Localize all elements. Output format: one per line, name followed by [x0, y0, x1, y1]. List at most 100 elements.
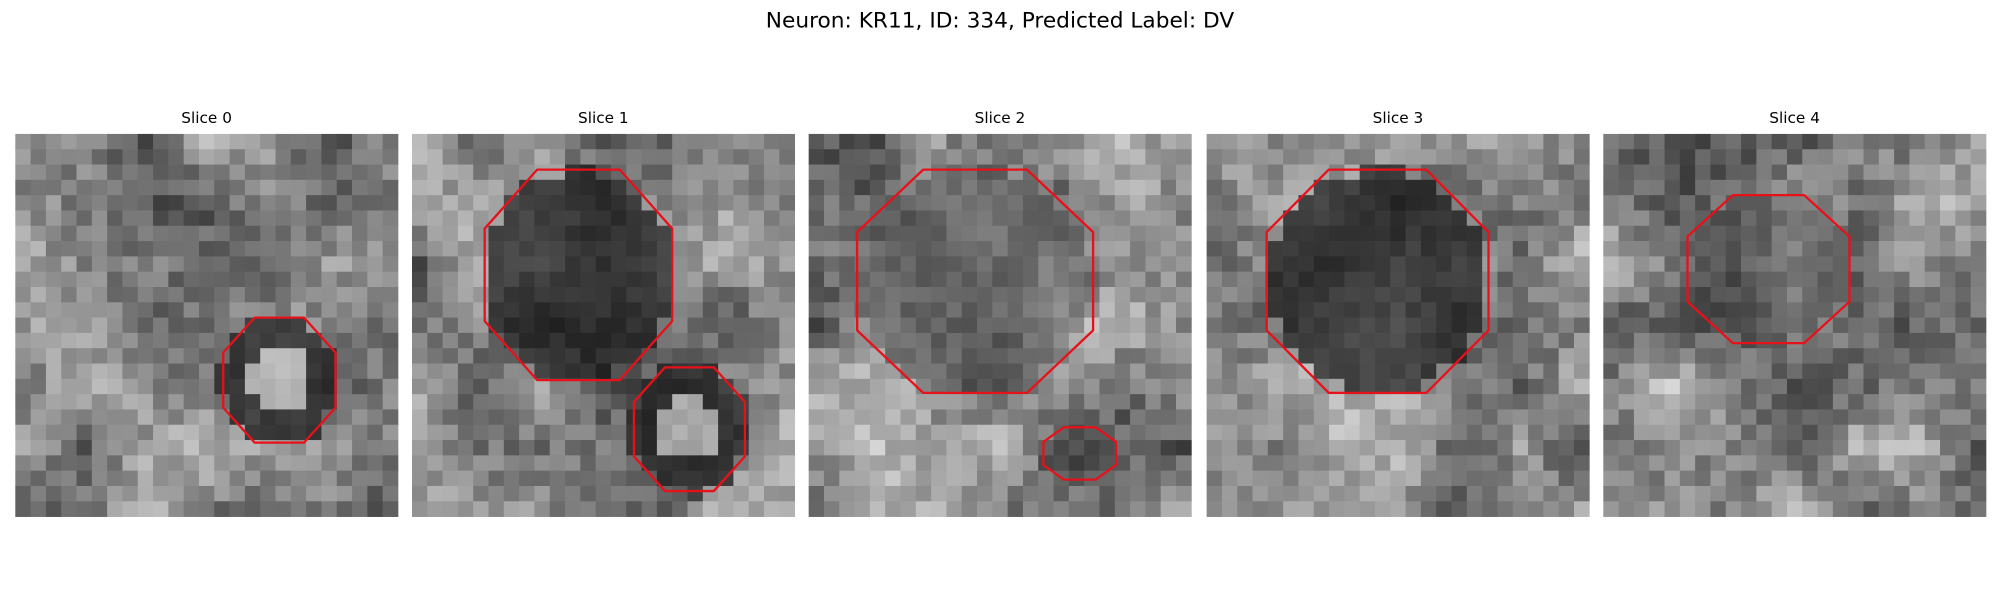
pixel — [473, 133, 489, 150]
pixel — [1038, 195, 1054, 211]
pixel — [885, 424, 901, 441]
pixel — [306, 470, 322, 487]
pixel — [1664, 317, 1681, 334]
pixel — [122, 149, 139, 165]
pixel — [1909, 302, 1926, 318]
pixel — [1298, 348, 1315, 364]
pixel — [1252, 317, 1269, 334]
pixel — [1206, 424, 1223, 441]
pixel — [1528, 271, 1544, 288]
pixel — [198, 424, 215, 441]
pixel — [748, 149, 765, 165]
pixel — [1374, 485, 1391, 502]
pixel — [442, 501, 459, 517]
pixel — [823, 210, 840, 227]
pixel — [1221, 286, 1238, 303]
pixel — [367, 195, 384, 211]
pixel — [1528, 348, 1544, 364]
pixel — [1573, 485, 1590, 502]
pixel — [519, 164, 535, 181]
pixel — [580, 363, 597, 380]
pixel — [122, 241, 139, 257]
pixel — [1664, 256, 1681, 273]
pixel — [183, 378, 200, 395]
pixel — [610, 485, 627, 502]
pixel — [244, 424, 261, 441]
pixel — [1267, 179, 1284, 196]
pixel — [1390, 179, 1406, 196]
pixel — [1878, 149, 1895, 165]
pixel — [1114, 133, 1131, 150]
pixel — [672, 485, 688, 502]
pixel — [411, 485, 428, 502]
pixel — [1618, 317, 1635, 334]
pixel — [1160, 348, 1177, 364]
pixel — [229, 271, 246, 288]
pixel — [427, 363, 443, 380]
pixel — [1176, 302, 1192, 318]
pixel — [1802, 149, 1818, 165]
pixel — [61, 455, 77, 472]
pixel — [1451, 179, 1468, 196]
pixel — [519, 378, 535, 395]
pixel — [1771, 225, 1788, 242]
pixel — [900, 363, 917, 380]
pixel — [1329, 440, 1345, 456]
pixel — [977, 302, 993, 318]
pixel — [1237, 286, 1253, 303]
pixel — [1436, 409, 1452, 426]
pixel — [656, 485, 673, 502]
pixel — [1771, 348, 1788, 364]
pixel — [336, 348, 353, 364]
pixel — [565, 149, 581, 165]
pixel — [1221, 133, 1238, 150]
pixel — [30, 210, 47, 227]
pixel — [137, 133, 154, 150]
pixel — [992, 210, 1009, 227]
pixel — [1940, 179, 1956, 196]
pixel — [534, 195, 551, 211]
pixel — [1451, 424, 1468, 441]
pixel — [244, 195, 261, 211]
pixel — [779, 470, 796, 487]
pixel — [1695, 440, 1711, 456]
pixel — [1145, 210, 1162, 227]
pixel — [1176, 317, 1192, 334]
pixel — [1313, 241, 1330, 257]
pixel — [122, 210, 139, 227]
pixel — [503, 501, 520, 517]
pixel — [1221, 378, 1238, 395]
pixel — [1679, 424, 1696, 441]
pixel — [1940, 440, 1956, 456]
pixel — [931, 225, 947, 242]
slice-title: Slice 4 — [1769, 109, 1820, 127]
pixel — [977, 470, 993, 487]
pixel — [1558, 332, 1575, 349]
pixel — [336, 485, 353, 502]
pixel — [1068, 195, 1085, 211]
pixel — [198, 302, 215, 318]
pixel — [1741, 317, 1757, 334]
pixel — [457, 302, 474, 318]
pixel — [1970, 501, 1987, 517]
pixel — [427, 440, 443, 456]
pixel — [183, 394, 200, 410]
pixel — [1802, 133, 1818, 150]
pixel — [718, 133, 734, 150]
pixel — [702, 332, 719, 349]
pixel — [1649, 210, 1665, 227]
pixel — [1313, 317, 1330, 334]
roi-contour — [855, 168, 1095, 395]
pixel — [290, 424, 307, 441]
pixel — [1206, 378, 1223, 395]
pixel — [503, 440, 520, 456]
pixel — [1725, 271, 1742, 288]
pixel — [1436, 271, 1452, 288]
pixel — [1038, 241, 1054, 257]
pixel — [1649, 149, 1665, 165]
pixel — [733, 501, 750, 517]
pixel — [382, 225, 399, 242]
pixel — [1970, 286, 1987, 303]
pixel — [214, 286, 230, 303]
pixel — [641, 348, 658, 364]
